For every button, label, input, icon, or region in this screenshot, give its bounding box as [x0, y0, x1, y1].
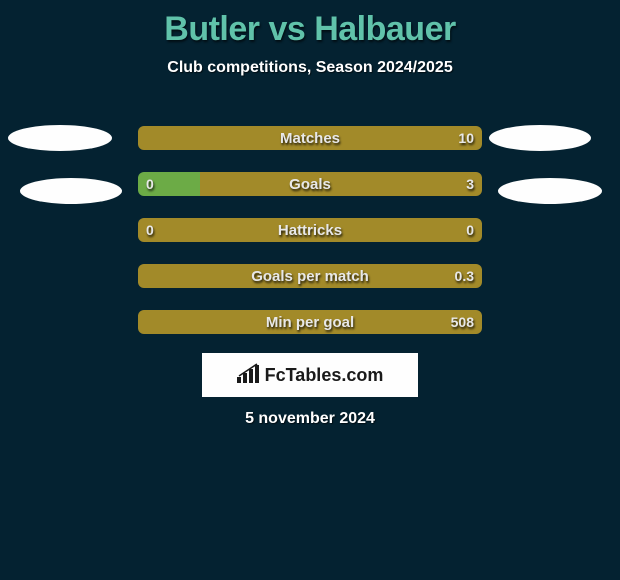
stat-label: Hattricks: [138, 218, 482, 242]
stat-label: Goals: [138, 172, 482, 196]
stat-row: 0.3Goals per match: [138, 264, 482, 288]
date-text: 5 november 2024: [0, 410, 620, 428]
stat-row: 10Matches: [138, 126, 482, 150]
brand-box: FcTables.com: [202, 353, 418, 397]
decor-ellipse: [498, 178, 602, 204]
decor-ellipse: [489, 125, 591, 151]
stat-row: 00Hattricks: [138, 218, 482, 242]
stat-label: Matches: [138, 126, 482, 150]
decor-ellipse: [20, 178, 122, 204]
page-title: Butler vs Halbauer: [0, 0, 620, 49]
stats-area: 10Matches 03Goals 00Hattricks 0.3Goals per …: [138, 126, 482, 334]
stat-row: 508Min per goal: [138, 310, 482, 334]
decor-ellipse: [8, 125, 112, 151]
brand-text: FcTables.com: [265, 365, 384, 386]
stat-label: Goals per match: [138, 264, 482, 288]
stat-row: 03Goals: [138, 172, 482, 196]
bars-icon: [237, 363, 261, 388]
subtitle: Club competitions, Season 2024/2025: [0, 59, 620, 77]
stat-label: Min per goal: [138, 310, 482, 334]
